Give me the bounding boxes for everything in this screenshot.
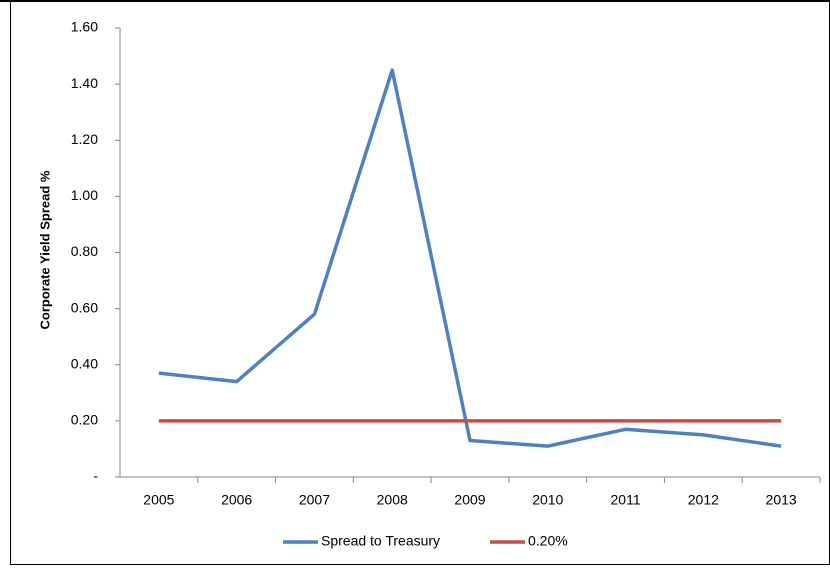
x-tick-label: 2007 [299,492,330,508]
y-tick-label: - [93,468,98,484]
y-tick-label: 1.20 [71,131,98,147]
y-tick-label: 1.40 [71,75,98,91]
x-tick-label: 2006 [221,492,252,508]
y-tick-label: 0.60 [71,299,98,315]
y-tick-label: 0.80 [71,243,98,259]
y-tick-label: 1.00 [71,187,98,203]
x-tick-label: 2008 [377,492,408,508]
y-tick-label: 0.20 [71,412,98,428]
x-tick-label: 2010 [532,492,563,508]
y-tick-label: 1.60 [71,19,98,35]
y-tick-label: 0.40 [71,355,98,371]
legend-label: 0.20% [528,533,568,549]
series-line [158,68,782,448]
x-tick-label: 2009 [454,492,485,508]
x-tick-label: 2012 [688,492,719,508]
legend-label: Spread to Treasury [321,533,440,549]
x-tick-label: 2011 [611,492,641,508]
x-tick-label: 2005 [143,492,174,508]
chart-frame [10,0,830,565]
x-tick-label: 2013 [766,492,797,508]
y-axis-label: Corporate Yield Spread % [37,170,52,329]
